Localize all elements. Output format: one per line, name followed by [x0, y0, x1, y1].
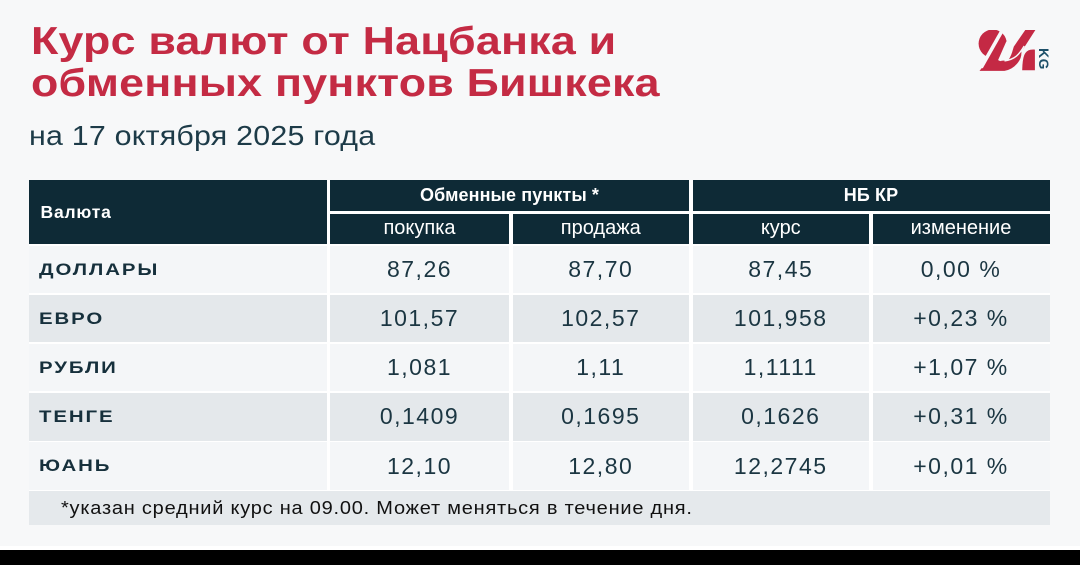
svg-text:KG: KG — [1036, 48, 1051, 70]
